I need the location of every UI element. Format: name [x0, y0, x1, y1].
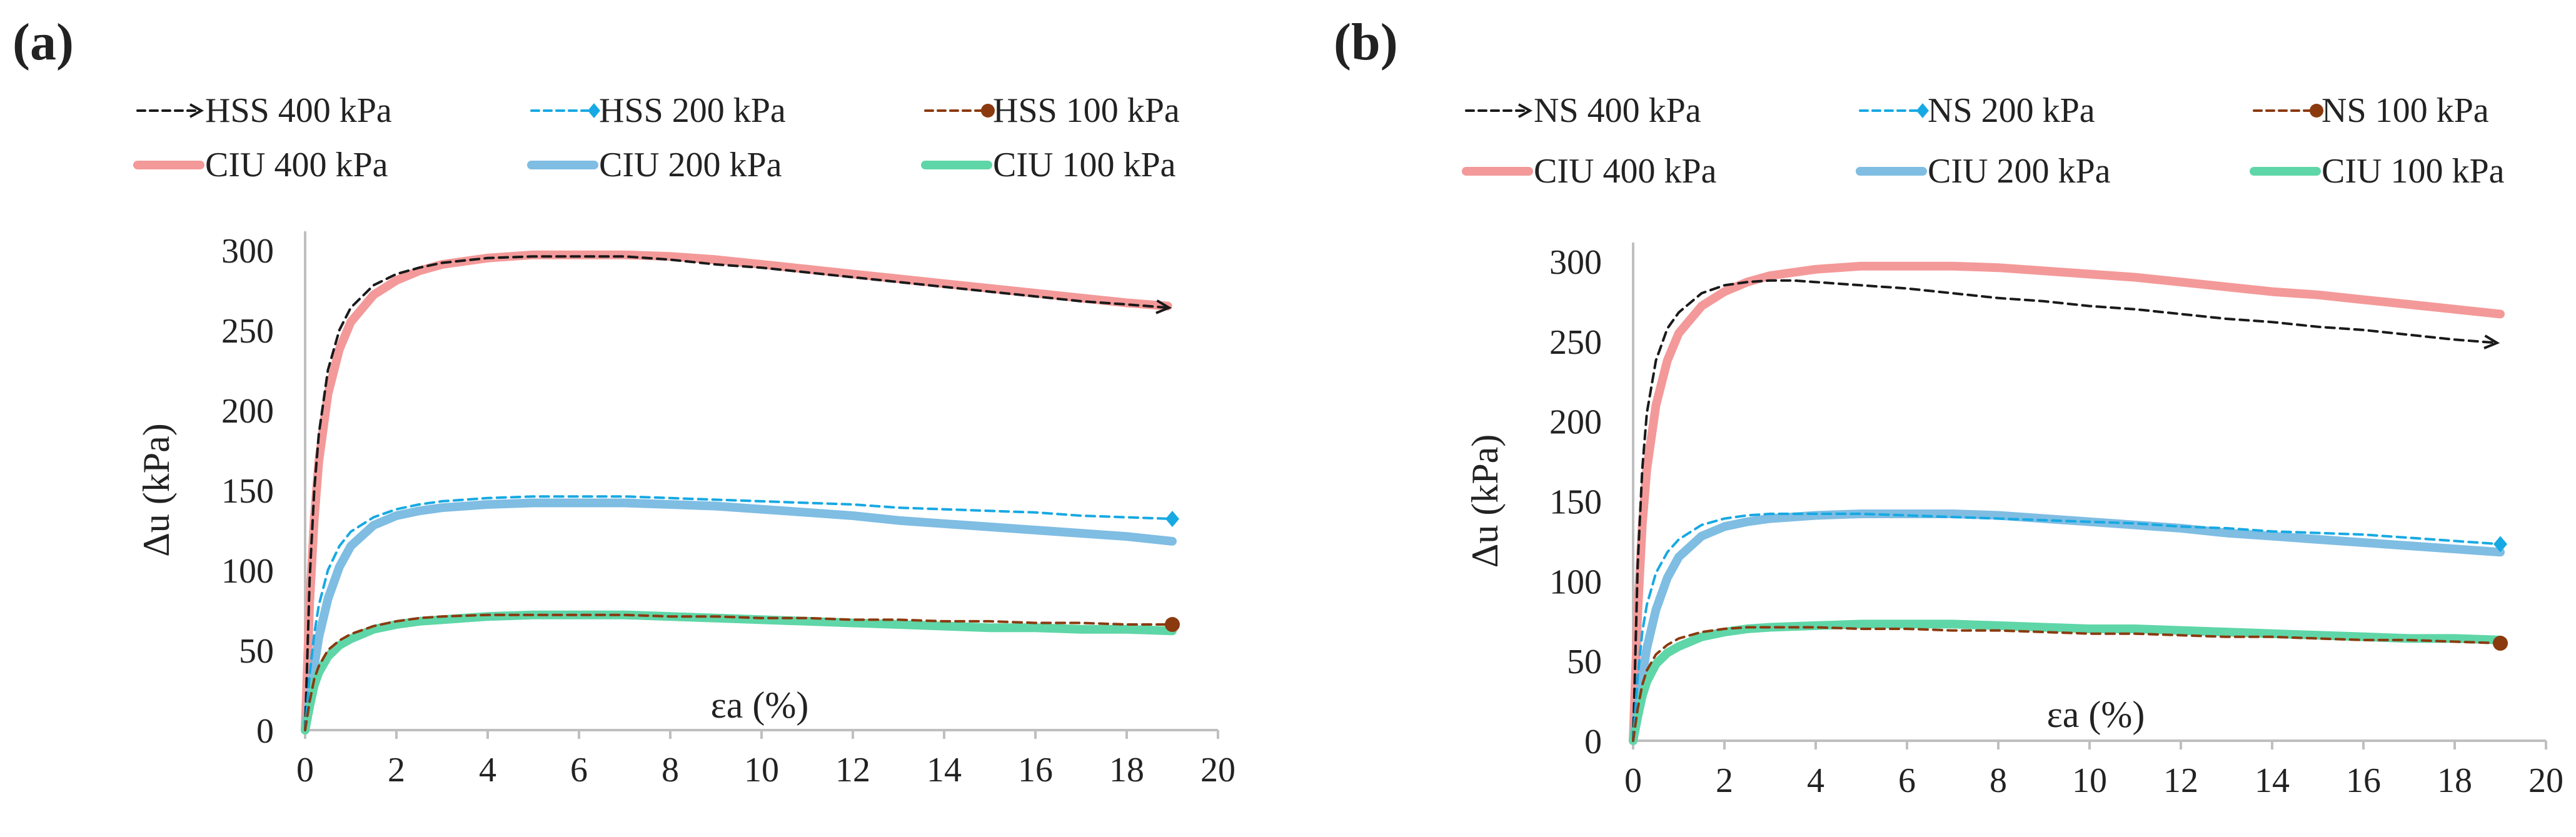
y-tick-label: 200: [221, 392, 274, 431]
x-axis-label: εa (%): [2047, 694, 2145, 735]
x-tick-label: 2: [1716, 761, 1733, 800]
x-tick-label: 2: [388, 751, 405, 789]
x-tick-label: 8: [1990, 761, 2007, 800]
x-tick-label: 16: [2346, 761, 2381, 800]
legend-marker-hss-400-kpa: [189, 103, 204, 118]
x-tick-label: 18: [2437, 761, 2472, 800]
x-tick-label: 20: [2528, 761, 2563, 800]
x-tick-label: 18: [1109, 751, 1144, 789]
legend-label-ns-200-kpa: NS 200 kPa: [1928, 91, 2095, 130]
legend-label-ns-400-kpa: NS 400 kPa: [1534, 91, 1701, 130]
panel-label: (b): [1334, 13, 1398, 71]
x-tick-label: 0: [1624, 761, 1642, 800]
x-tick-label: 16: [1018, 751, 1053, 789]
series-line-ciu-400-kpa: [301, 250, 1172, 734]
y-tick-label: 300: [221, 232, 274, 271]
series-line-ns-200-kpa: [1632, 513, 2502, 742]
series-line-ciu-400-kpa: [1629, 261, 2505, 745]
y-axis-label: Δu (kPa): [136, 423, 177, 557]
y-tick-label: 50: [1567, 643, 1602, 681]
panel-label: (a): [13, 13, 74, 71]
y-tick-label: 0: [1584, 723, 1602, 761]
y-tick-label: 150: [221, 472, 274, 511]
series-line-hss-100-kpa: [304, 613, 1174, 731]
y-tick-label: 250: [221, 312, 274, 351]
legend-label-ciu-100-kpa: CIU 100 kPa: [2322, 152, 2505, 191]
y-tick-label: 250: [1549, 323, 1602, 362]
series-line-ciu-100-kpa: [1629, 619, 2505, 745]
x-tick-label: 12: [2163, 761, 2198, 800]
x-tick-label: 14: [927, 751, 962, 789]
x-tick-label: 4: [479, 751, 496, 789]
chart-panel-a: (a)0 2 4 6 8 10 12 14 16 18 20050100150200250300Δu…: [13, 13, 1235, 789]
legend-label-ns-100-kpa: NS 100 kPa: [2322, 91, 2489, 130]
x-tick-label: 20: [1200, 751, 1235, 789]
series-line-ciu-200-kpa: [1629, 509, 2505, 745]
y-tick-label: 0: [256, 712, 274, 751]
series-line-ns-100-kpa: [1632, 626, 2502, 742]
x-tick-label: 10: [744, 751, 779, 789]
legend-label-hss-200-kpa: HSS 200 kPa: [599, 91, 786, 130]
x-tick-label: 8: [662, 751, 679, 789]
y-tick-label: 50: [239, 632, 274, 671]
legend-label-hss-400-kpa: HSS 400 kPa: [205, 91, 392, 130]
legend-label-ciu-200-kpa: CIU 200 kPa: [599, 146, 782, 184]
legend-marker-ns-200-kpa: [1916, 103, 1929, 118]
legend-label-ciu-200-kpa: CIU 200 kPa: [1928, 152, 2111, 191]
series-end-marker-ns-200-kpa: [2493, 536, 2507, 553]
y-axis-label: Δu (kPa): [1464, 434, 1506, 568]
y-tick-label: 200: [1549, 403, 1602, 442]
y-tick-label: 150: [1549, 483, 1602, 522]
series-line-ciu-100-kpa: [301, 610, 1177, 734]
x-tick-label: 14: [2255, 761, 2290, 800]
legend-label-ciu-400-kpa: CIU 400 kPa: [1534, 152, 1717, 191]
series-end-marker-ns-100-kpa: [2493, 636, 2508, 651]
x-tick-label: 12: [835, 751, 870, 789]
series-end-marker-hss-400-kpa: [1155, 299, 1172, 314]
y-tick-label: 300: [1549, 243, 1602, 282]
series-end-marker-hss-100-kpa: [1165, 617, 1180, 633]
y-tick-label: 100: [221, 552, 274, 591]
x-tick-label: 6: [1898, 761, 1916, 800]
series-line-ciu-200-kpa: [301, 498, 1177, 734]
legend-marker-ns-400-kpa: [1518, 103, 1533, 118]
series-end-marker-ns-400-kpa: [2483, 334, 2500, 349]
x-tick-label: 10: [2072, 761, 2107, 800]
series-line-ns-400-kpa: [1632, 279, 2497, 742]
legend-label-hss-100-kpa: HSS 100 kPa: [993, 91, 1180, 130]
x-tick-label: 0: [296, 751, 314, 789]
series-line-hss-200-kpa: [304, 495, 1174, 731]
chart-panel-b: (b)0 2 4 6 8 10 12 14 16 18 20050100150200250300Δu…: [1334, 13, 2563, 800]
legend-marker-hss-100-kpa: [981, 104, 995, 118]
x-tick-label: 4: [1807, 761, 1824, 800]
series-line-hss-400-kpa: [304, 255, 1169, 731]
series-end-marker-hss-200-kpa: [1165, 511, 1179, 528]
legend-marker-hss-200-kpa: [588, 103, 600, 118]
y-tick-label: 100: [1549, 563, 1602, 601]
legend-label-ciu-100-kpa: CIU 100 kPa: [993, 146, 1176, 184]
legend-marker-ns-100-kpa: [2310, 104, 2323, 118]
x-axis-label: εa (%): [711, 684, 809, 726]
x-tick-label: 6: [570, 751, 588, 789]
legend-label-ciu-400-kpa: CIU 400 kPa: [205, 146, 388, 184]
